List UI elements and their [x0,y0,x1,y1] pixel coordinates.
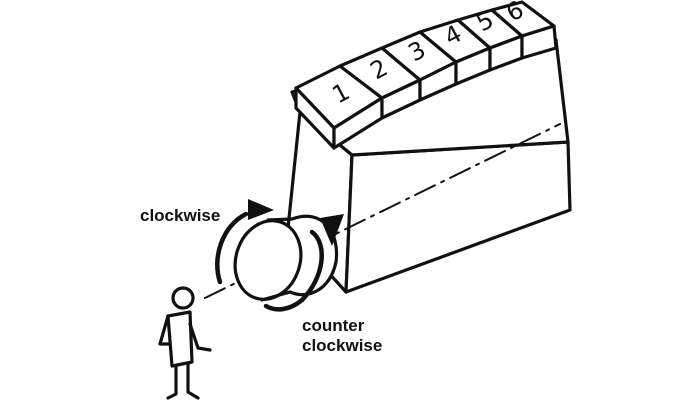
label-clockwise: clockwise [140,206,220,225]
arrow-clockwise [215,199,274,285]
label-counter-clockwise: clockwise [302,336,382,355]
cylinder-row [294,0,558,150]
crankshaft-axis [204,123,561,299]
arrow-counter-clockwise [263,214,344,312]
observer-figure-icon [158,286,212,400]
label-counter: counter [302,316,365,335]
flywheel [233,214,339,302]
